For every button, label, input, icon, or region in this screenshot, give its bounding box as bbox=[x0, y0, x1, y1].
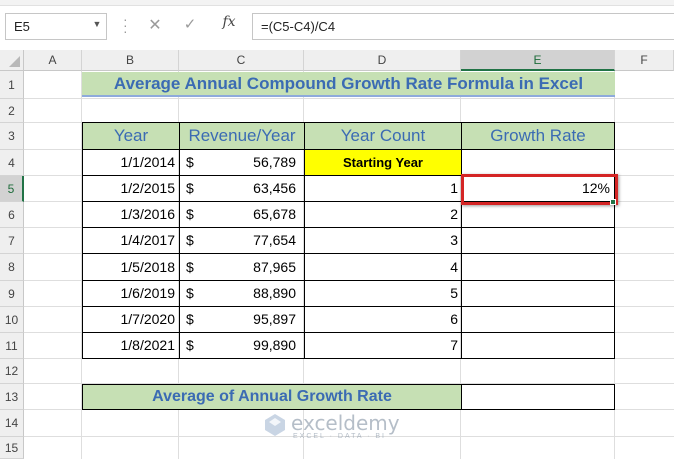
cell-year-count[interactable]: 7 bbox=[304, 332, 462, 359]
currency-symbol: $ bbox=[186, 259, 194, 275]
header-year[interactable]: Year bbox=[82, 122, 180, 150]
cell-year-count[interactable]: 5 bbox=[304, 280, 462, 307]
cell-year[interactable]: 1/7/2020 bbox=[82, 306, 180, 333]
formula-input[interactable]: =(C5-C4)/C4 bbox=[252, 13, 674, 40]
currency-symbol: $ bbox=[186, 180, 194, 196]
row-header-7[interactable]: 7 bbox=[0, 228, 24, 254]
currency-symbol: $ bbox=[186, 311, 194, 327]
cell-growth[interactable] bbox=[461, 149, 615, 176]
gridline bbox=[24, 436, 674, 437]
column-header-a[interactable]: A bbox=[24, 50, 82, 71]
select-all-corner[interactable] bbox=[0, 50, 24, 71]
gridline bbox=[178, 71, 179, 459]
cell-growth[interactable] bbox=[461, 332, 615, 359]
row-header-10[interactable]: 10 bbox=[0, 307, 24, 333]
column-header-e[interactable]: E bbox=[461, 50, 615, 71]
cell-year[interactable]: 1/2/2015 bbox=[82, 175, 180, 202]
cell-revenue[interactable]: $ 56,789 bbox=[179, 149, 305, 176]
header-revenue[interactable]: Revenue/Year bbox=[179, 122, 305, 150]
cell-year[interactable]: 1/3/2016 bbox=[82, 201, 180, 228]
column-header-b[interactable]: B bbox=[82, 50, 179, 71]
enter-icon[interactable]: ✓ bbox=[183, 16, 197, 33]
row-header-6[interactable]: 6 bbox=[0, 202, 24, 228]
watermark-name: exceldemy bbox=[291, 411, 400, 435]
row-header-15[interactable]: 15 bbox=[0, 437, 24, 459]
column-header-f[interactable]: F bbox=[615, 50, 674, 71]
gridline bbox=[24, 98, 674, 99]
cell-starting-year[interactable]: Starting Year bbox=[304, 149, 462, 176]
row-header-1[interactable]: 1 bbox=[0, 71, 24, 99]
chevron-down-icon[interactable]: ▼ bbox=[92, 19, 102, 29]
header-growth-rate[interactable]: Growth Rate bbox=[461, 122, 615, 150]
cell-revenue[interactable]: $ 87,965 bbox=[179, 253, 305, 281]
gridline bbox=[460, 71, 461, 459]
sheet-title[interactable]: Average Annual Compound Growth Rate Form… bbox=[82, 72, 615, 97]
cell-year-count[interactable]: 6 bbox=[304, 306, 462, 333]
cancel-icon[interactable]: ✕ bbox=[148, 17, 162, 34]
selected-cell-highlight bbox=[461, 174, 618, 205]
cell-year[interactable]: 1/5/2018 bbox=[82, 253, 180, 281]
header-year-count[interactable]: Year Count bbox=[304, 122, 462, 150]
cell-growth[interactable] bbox=[461, 227, 615, 254]
cell-growth[interactable] bbox=[461, 280, 615, 307]
cell-year[interactable]: 1/1/2014 bbox=[82, 149, 180, 176]
column-header-c[interactable]: C bbox=[179, 50, 304, 71]
select-all-icon bbox=[9, 56, 20, 67]
cell-year-count[interactable]: 2 bbox=[304, 201, 462, 228]
currency-symbol: $ bbox=[186, 154, 194, 170]
watermark-tagline: EXCEL · DATA · BI bbox=[293, 433, 386, 440]
cell-growth[interactable] bbox=[461, 306, 615, 333]
currency-symbol: $ bbox=[186, 206, 194, 222]
average-growth-label[interactable]: Average of Annual Growth Rate bbox=[82, 384, 462, 410]
revenue-value: 88,890 bbox=[253, 285, 296, 301]
cell-growth[interactable] bbox=[461, 253, 615, 281]
insert-function-icon[interactable]: fx bbox=[222, 14, 236, 30]
revenue-value: 56,789 bbox=[253, 154, 296, 170]
exceldemy-logo-icon bbox=[265, 414, 285, 436]
row-header-12[interactable]: 12 bbox=[0, 359, 24, 384]
row-header-9[interactable]: 9 bbox=[0, 281, 24, 307]
gridline bbox=[24, 383, 674, 384]
row-header-4[interactable]: 4 bbox=[0, 150, 24, 176]
cell-revenue[interactable]: $ 99,890 bbox=[179, 332, 305, 359]
cell-year[interactable]: 1/8/2021 bbox=[82, 332, 180, 359]
ribbon-edge bbox=[0, 0, 674, 6]
cell-revenue[interactable]: $ 88,890 bbox=[179, 280, 305, 307]
revenue-value: 87,965 bbox=[253, 259, 296, 275]
revenue-value: 63,456 bbox=[253, 180, 296, 196]
row-header-5[interactable]: 5 bbox=[0, 176, 24, 202]
cell-year-count[interactable]: 1 bbox=[304, 175, 462, 202]
cell-revenue[interactable]: $ 77,654 bbox=[179, 227, 305, 254]
row-header-2[interactable]: 2 bbox=[0, 99, 24, 123]
row-header-11[interactable]: 11 bbox=[0, 333, 24, 359]
cell-growth[interactable] bbox=[461, 201, 615, 228]
cell-year[interactable]: 1/6/2019 bbox=[82, 280, 180, 307]
average-growth-value[interactable] bbox=[461, 384, 615, 410]
revenue-value: 77,654 bbox=[253, 232, 296, 248]
grip-icon: · · · bbox=[123, 11, 128, 39]
cell-revenue[interactable]: $ 65,678 bbox=[179, 201, 305, 228]
gridline bbox=[81, 71, 82, 459]
revenue-value: 65,678 bbox=[253, 206, 296, 222]
cell-revenue[interactable]: $ 95,897 bbox=[179, 306, 305, 333]
cell-year[interactable]: 1/4/2017 bbox=[82, 227, 180, 254]
revenue-value: 99,890 bbox=[253, 337, 296, 353]
cell-year-count[interactable]: 4 bbox=[304, 253, 462, 281]
name-box[interactable]: E5 bbox=[5, 13, 107, 40]
row-header-3[interactable]: 3 bbox=[0, 123, 24, 150]
currency-symbol: $ bbox=[186, 285, 194, 301]
column-header-d[interactable]: D bbox=[304, 50, 461, 71]
currency-symbol: $ bbox=[186, 337, 194, 353]
row-header-8[interactable]: 8 bbox=[0, 254, 24, 281]
cell-revenue[interactable]: $ 63,456 bbox=[179, 175, 305, 202]
exceldemy-watermark: exceldemy EXCEL · DATA · BI bbox=[263, 411, 423, 443]
gridline bbox=[303, 71, 304, 459]
revenue-value: 95,897 bbox=[253, 311, 296, 327]
row-header-14[interactable]: 14 bbox=[0, 410, 24, 437]
currency-symbol: $ bbox=[186, 232, 194, 248]
cell-year-count[interactable]: 3 bbox=[304, 227, 462, 254]
fill-handle[interactable] bbox=[610, 199, 616, 205]
row-header-13[interactable]: 13 bbox=[0, 384, 24, 410]
